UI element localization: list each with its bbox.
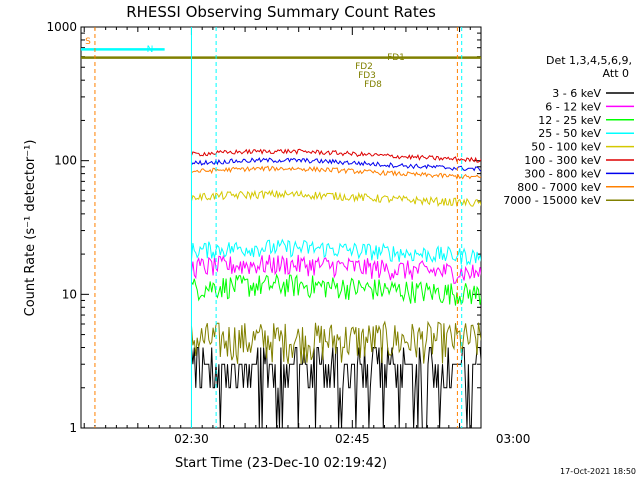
- plot-area: 110100100002:3002:4503:0003:1503:3003:45…: [46, 20, 531, 446]
- plot-frame: [80, 26, 482, 429]
- annotation-label: FD1: [387, 53, 405, 63]
- legend-entry-label: 25 - 50 keV: [538, 127, 601, 140]
- y-tick-label: 1: [69, 421, 77, 435]
- series-group: [81, 27, 481, 428]
- legend-entry-label: 300 - 800 keV: [524, 167, 601, 180]
- x-tick-label: 02:30: [174, 432, 209, 446]
- series-line: [191, 320, 481, 364]
- series-line: [191, 148, 481, 163]
- footer-timestamp: 17-Oct-2021 18:50: [560, 467, 636, 476]
- legend-entry-label: 800 - 7000 keV: [517, 181, 601, 194]
- chart-title: RHESSI Observing Summary Count Rates: [126, 3, 436, 21]
- legend-entry-label: 50 - 100 keV: [531, 141, 601, 154]
- legend-entry-label: 7000 - 15000 keV: [503, 194, 601, 207]
- legend-entry-label: 6 - 12 keV: [545, 100, 601, 113]
- annotation-label: N: [147, 45, 154, 55]
- legend-attenuator: Att 0: [603, 67, 629, 80]
- series-line: [191, 157, 481, 172]
- y-axis-label: Count Rate (s⁻¹ detector⁻¹): [23, 140, 38, 317]
- x-tick-label: 02:45: [335, 432, 370, 446]
- annotation-label: FD3: [358, 71, 376, 81]
- y-tick-label: 100: [54, 154, 77, 168]
- series-line: [191, 347, 481, 428]
- legend-detectors: Det 1,3,4,5,6,9,: [546, 54, 632, 67]
- legend-entry-label: 12 - 25 keV: [538, 114, 601, 127]
- annotation-label: FD8: [364, 80, 382, 90]
- series-line: [191, 238, 481, 267]
- series-line: [191, 189, 481, 208]
- series-line: [191, 273, 481, 306]
- x-axis-label: Start Time (23-Dec-10 02:19:42): [175, 456, 387, 471]
- annotation-label: FD2: [355, 62, 373, 72]
- y-tick-label: 1000: [46, 20, 77, 34]
- x-tick-label: 03:00: [496, 432, 531, 446]
- series-line: [191, 254, 481, 284]
- series-line: [191, 165, 481, 180]
- legend-entry-label: 100 - 300 keV: [524, 154, 601, 167]
- y-tick-label: 10: [62, 287, 77, 301]
- legend-entry-label: 3 - 6 keV: [552, 87, 601, 100]
- annotation-label: S: [85, 37, 91, 47]
